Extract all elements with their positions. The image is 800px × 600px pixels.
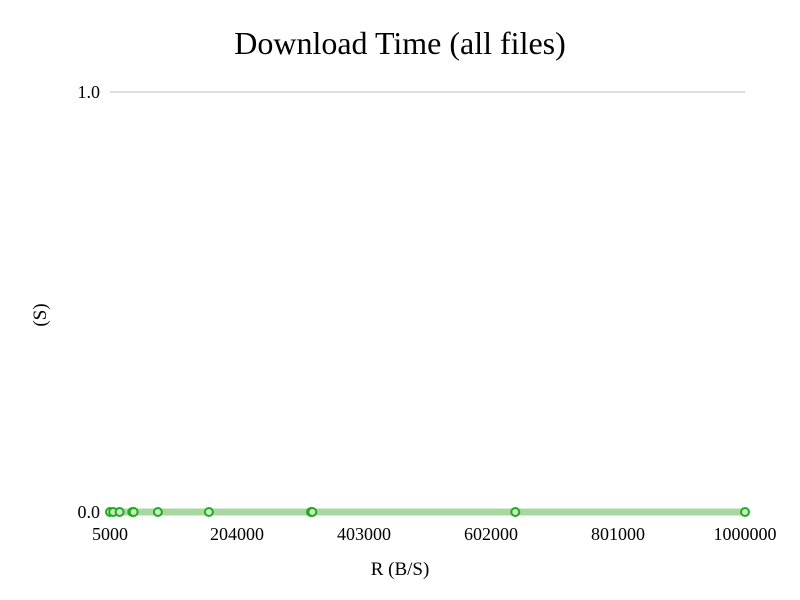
- series-layer: [105, 507, 750, 517]
- x-axis-ticks: 5000 204000 403000 602000 801000 1000000: [92, 524, 777, 544]
- x-tick-label: 801000: [591, 524, 645, 544]
- data-point: [510, 507, 521, 517]
- y-tick-label: 1.0: [78, 82, 101, 102]
- data-point: [307, 507, 318, 517]
- y-tick-label: 0.0: [78, 502, 101, 522]
- data-point: [203, 507, 214, 517]
- data-point: [740, 507, 750, 517]
- x-tick-label: 5000: [92, 524, 128, 544]
- x-tick-label: 1000000: [714, 524, 777, 544]
- x-tick-label: 602000: [464, 524, 518, 544]
- y-axis-ticks: 0.0 1.0: [78, 82, 101, 522]
- data-point: [152, 507, 163, 517]
- x-tick-label: 403000: [337, 524, 391, 544]
- chart-title: Download Time (all files): [234, 25, 566, 61]
- x-axis-label: R (B/S): [371, 559, 430, 580]
- y-axis-label: (S): [30, 303, 51, 326]
- data-point: [114, 507, 125, 517]
- data-point: [128, 507, 139, 517]
- x-tick-label: 204000: [210, 524, 264, 544]
